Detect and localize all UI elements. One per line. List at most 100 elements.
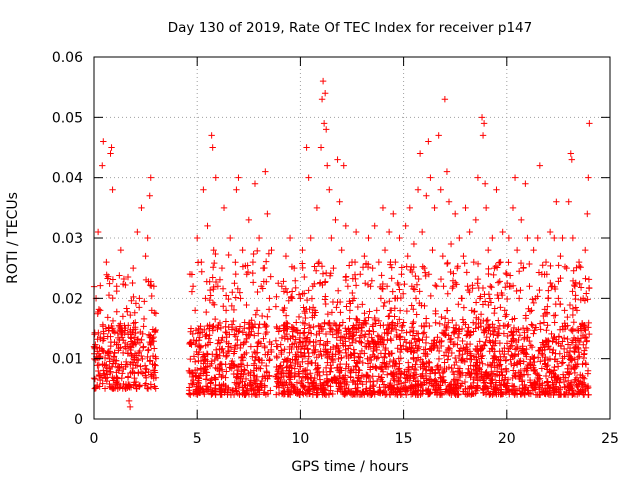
data-point bbox=[223, 352, 231, 359]
data-point bbox=[316, 376, 324, 383]
data-point bbox=[386, 312, 393, 320]
data-point bbox=[443, 324, 450, 332]
data-point bbox=[445, 319, 452, 326]
data-point bbox=[343, 303, 350, 310]
data-point bbox=[245, 216, 252, 224]
data-point bbox=[492, 381, 499, 389]
data-point bbox=[245, 321, 253, 328]
data-point bbox=[491, 364, 499, 371]
data-point bbox=[467, 352, 475, 359]
data-point bbox=[375, 258, 383, 266]
data-point bbox=[241, 366, 248, 373]
data-point bbox=[546, 345, 553, 353]
data-point bbox=[564, 322, 571, 329]
data-point bbox=[500, 330, 508, 337]
data-point bbox=[568, 156, 576, 163]
data-point bbox=[240, 339, 248, 346]
data-point bbox=[553, 198, 560, 205]
data-point bbox=[459, 351, 466, 358]
data-point bbox=[109, 317, 117, 325]
data-point bbox=[95, 371, 103, 379]
data-point bbox=[365, 330, 373, 338]
data-point bbox=[454, 334, 462, 341]
data-point bbox=[388, 307, 395, 314]
data-point bbox=[440, 367, 448, 375]
data-point bbox=[203, 363, 211, 370]
data-point bbox=[434, 333, 441, 341]
data-point bbox=[522, 180, 529, 187]
data-point bbox=[551, 319, 558, 326]
data-point bbox=[571, 377, 579, 385]
data-point bbox=[515, 350, 522, 358]
data-point bbox=[436, 391, 444, 399]
data-point bbox=[113, 308, 120, 315]
data-point bbox=[515, 369, 523, 376]
data-point bbox=[474, 370, 482, 377]
data-point bbox=[582, 246, 589, 254]
data-point bbox=[392, 388, 400, 395]
data-point bbox=[462, 371, 470, 379]
data-point bbox=[551, 386, 558, 394]
data-point bbox=[137, 363, 144, 370]
data-point bbox=[551, 363, 558, 371]
data-point bbox=[573, 326, 581, 334]
data-point bbox=[185, 367, 193, 374]
data-point bbox=[334, 364, 341, 372]
data-point bbox=[474, 382, 481, 389]
data-point bbox=[101, 362, 109, 369]
data-point bbox=[524, 334, 531, 341]
data-point bbox=[585, 319, 592, 327]
data-point bbox=[408, 345, 415, 352]
data-point bbox=[584, 382, 592, 390]
data-point bbox=[361, 310, 368, 317]
data-point bbox=[555, 278, 562, 285]
data-point bbox=[280, 387, 287, 395]
data-point bbox=[109, 360, 117, 367]
data-point bbox=[478, 355, 485, 362]
data-point bbox=[502, 269, 510, 277]
data-point bbox=[211, 374, 218, 381]
data-point bbox=[223, 368, 230, 375]
data-point bbox=[283, 289, 291, 296]
data-point bbox=[248, 391, 255, 398]
data-point bbox=[530, 330, 537, 337]
data-point bbox=[284, 370, 292, 377]
data-point bbox=[265, 306, 273, 313]
data-point bbox=[480, 326, 487, 334]
data-point bbox=[497, 258, 504, 266]
data-point bbox=[214, 340, 221, 347]
data-point bbox=[571, 391, 579, 398]
data-point bbox=[531, 379, 539, 387]
data-point bbox=[382, 344, 389, 352]
data-point bbox=[433, 387, 440, 394]
data-point bbox=[103, 258, 110, 266]
data-point bbox=[284, 320, 291, 327]
data-point bbox=[319, 77, 327, 85]
data-point bbox=[404, 346, 411, 354]
data-point bbox=[579, 295, 587, 302]
data-point bbox=[381, 299, 388, 306]
data-point bbox=[480, 373, 488, 380]
data-point bbox=[145, 278, 152, 285]
data-point bbox=[319, 270, 327, 277]
data-point bbox=[120, 275, 128, 283]
data-point bbox=[263, 322, 270, 330]
data-point bbox=[149, 360, 156, 368]
data-point bbox=[354, 303, 362, 311]
data-point bbox=[119, 313, 127, 320]
data-point bbox=[439, 252, 447, 260]
data-point bbox=[232, 342, 239, 349]
data-point bbox=[335, 348, 342, 355]
data-point bbox=[149, 367, 157, 374]
data-point bbox=[369, 264, 376, 272]
data-point bbox=[352, 369, 360, 376]
data-point bbox=[450, 384, 457, 391]
data-point bbox=[337, 309, 344, 316]
data-point bbox=[212, 250, 219, 258]
data-point bbox=[426, 345, 433, 353]
data-point bbox=[260, 335, 267, 342]
data-point bbox=[326, 328, 334, 336]
data-point bbox=[570, 334, 578, 342]
data-point bbox=[419, 359, 426, 366]
data-point bbox=[522, 384, 530, 391]
